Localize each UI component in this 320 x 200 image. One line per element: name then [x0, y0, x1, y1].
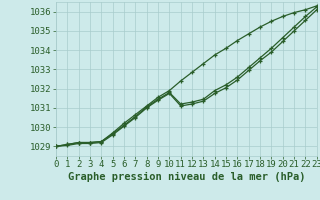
X-axis label: Graphe pression niveau de la mer (hPa): Graphe pression niveau de la mer (hPa): [68, 172, 305, 182]
